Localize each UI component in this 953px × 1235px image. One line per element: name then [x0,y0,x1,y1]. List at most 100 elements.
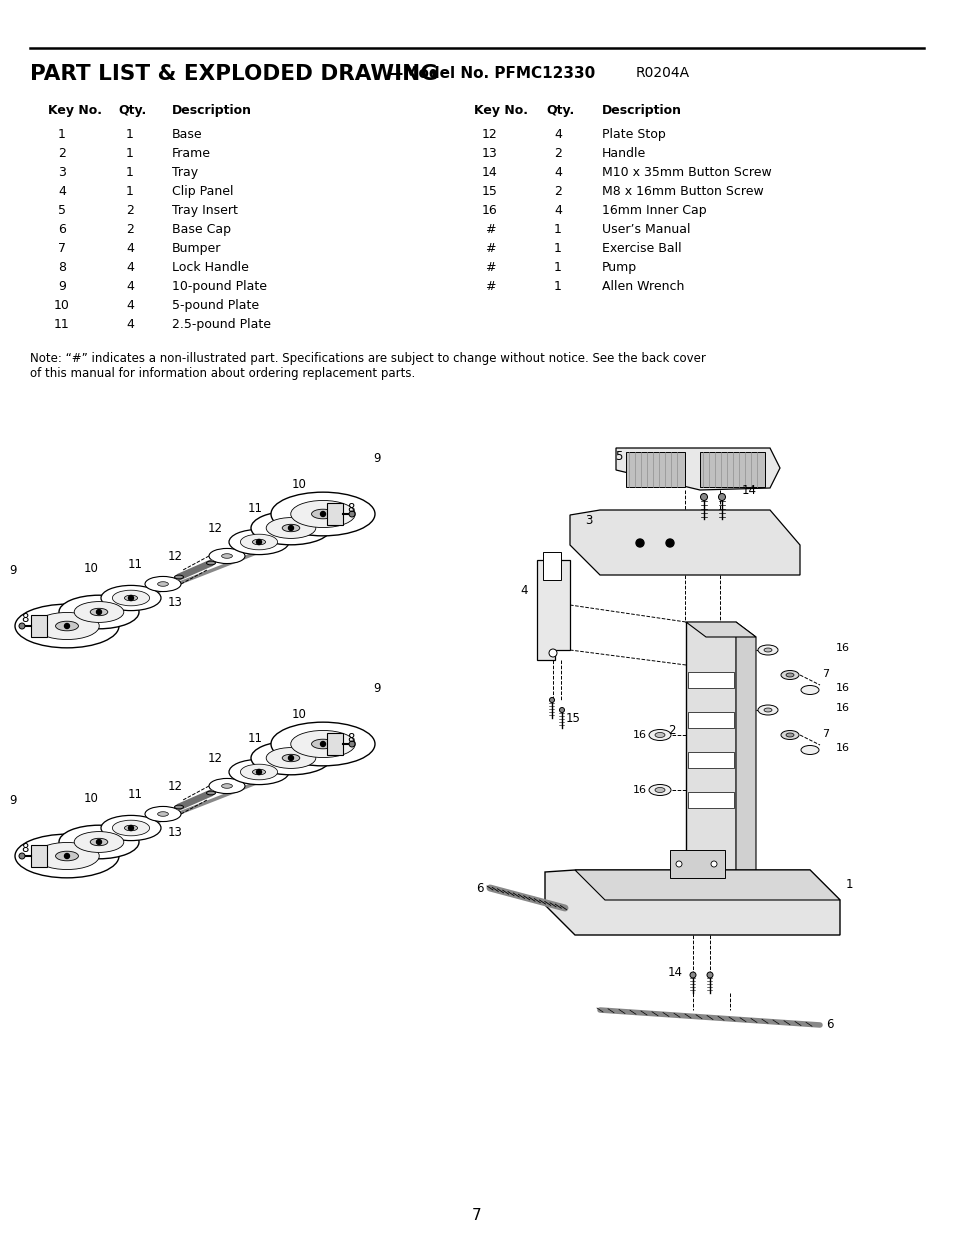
Text: Frame: Frame [172,147,211,161]
Text: 12: 12 [208,521,222,535]
Text: Key No.: Key No. [474,104,527,117]
Ellipse shape [240,764,277,779]
Circle shape [320,741,325,746]
Ellipse shape [801,746,818,755]
Circle shape [288,526,294,531]
Ellipse shape [758,645,778,655]
Text: 1: 1 [126,147,133,161]
Polygon shape [616,448,780,490]
Ellipse shape [758,705,778,715]
Ellipse shape [101,815,161,841]
Text: M8 x 16mm Button Screw: M8 x 16mm Button Screw [601,185,763,198]
Circle shape [665,538,673,547]
Text: 13: 13 [481,147,497,161]
Ellipse shape [312,509,335,519]
Bar [700,452,764,487]
Ellipse shape [266,517,315,538]
Text: 8: 8 [21,841,29,855]
Text: 8: 8 [347,501,355,515]
Ellipse shape [59,595,139,629]
Bar [687,792,733,808]
Text: 2: 2 [58,147,66,161]
Text: Note: “#” indicates a non-illustrated part. Specifications are subject to change: Note: “#” indicates a non-illustrated pa… [30,352,705,380]
Circle shape [689,972,696,978]
Text: 4: 4 [126,317,133,331]
Ellipse shape [648,730,670,741]
Ellipse shape [145,577,181,592]
Text: 6: 6 [58,224,66,236]
Text: 12: 12 [168,550,182,562]
Ellipse shape [157,811,169,816]
Text: R0204A: R0204A [636,65,689,80]
Text: 9: 9 [373,682,380,694]
Text: 5: 5 [58,204,66,217]
Text: 16: 16 [633,785,646,795]
Ellipse shape [221,784,233,788]
Text: Exercise Ball: Exercise Ball [601,242,680,254]
Ellipse shape [209,548,245,563]
Text: 1: 1 [554,280,561,293]
Circle shape [558,708,564,713]
Ellipse shape [251,511,331,545]
Ellipse shape [266,747,315,768]
Text: 4: 4 [126,261,133,274]
Text: Lock Handle: Lock Handle [172,261,249,274]
Ellipse shape [157,582,169,587]
Text: 13: 13 [168,597,182,610]
Text: 10: 10 [54,299,70,312]
Text: 8: 8 [21,611,29,625]
Text: 16mm Inner Cap: 16mm Inner Cap [601,204,706,217]
Ellipse shape [74,831,124,852]
Ellipse shape [763,708,771,713]
Ellipse shape [91,839,108,846]
Text: #: # [484,224,495,236]
Text: Description: Description [172,104,252,117]
Text: 4: 4 [519,583,527,597]
Circle shape [676,861,681,867]
Text: 7: 7 [58,242,66,254]
Text: 11: 11 [128,557,142,571]
Bar [669,850,724,878]
Text: 7: 7 [821,729,828,739]
Text: Tray Insert: Tray Insert [172,204,237,217]
Text: 11: 11 [247,731,262,745]
Ellipse shape [206,792,215,795]
Text: #: # [484,242,495,254]
Text: 10: 10 [84,562,98,574]
Circle shape [636,538,643,547]
Text: Tray: Tray [172,165,198,179]
Text: 9: 9 [10,563,17,577]
Circle shape [256,540,261,545]
Ellipse shape [240,535,277,550]
Text: #: # [484,261,495,274]
Text: 11: 11 [54,317,70,331]
Circle shape [320,511,325,516]
Bar [687,752,733,768]
Ellipse shape [655,732,664,737]
Text: PART LIST & EXPLODED DRAWING: PART LIST & EXPLODED DRAWING [30,64,437,84]
Circle shape [288,756,294,761]
Circle shape [96,610,101,615]
Ellipse shape [209,778,245,794]
Text: 8: 8 [347,731,355,745]
Text: 14: 14 [741,483,757,496]
Text: 16: 16 [633,730,646,740]
Ellipse shape [763,648,771,652]
Text: Qty.: Qty. [545,104,574,117]
Ellipse shape [112,590,150,606]
Text: 4: 4 [554,128,561,141]
Text: 4: 4 [554,204,561,217]
Polygon shape [537,559,569,659]
Ellipse shape [206,561,215,564]
Bar [687,672,733,688]
Circle shape [96,840,101,845]
Text: 9: 9 [373,452,380,464]
Circle shape [349,741,355,747]
Text: 4: 4 [58,185,66,198]
Bar [685,622,735,900]
Text: 7: 7 [472,1208,481,1223]
Text: 10-pound Plate: 10-pound Plate [172,280,267,293]
Ellipse shape [221,553,233,558]
Text: 16: 16 [835,703,849,713]
Ellipse shape [91,609,108,616]
